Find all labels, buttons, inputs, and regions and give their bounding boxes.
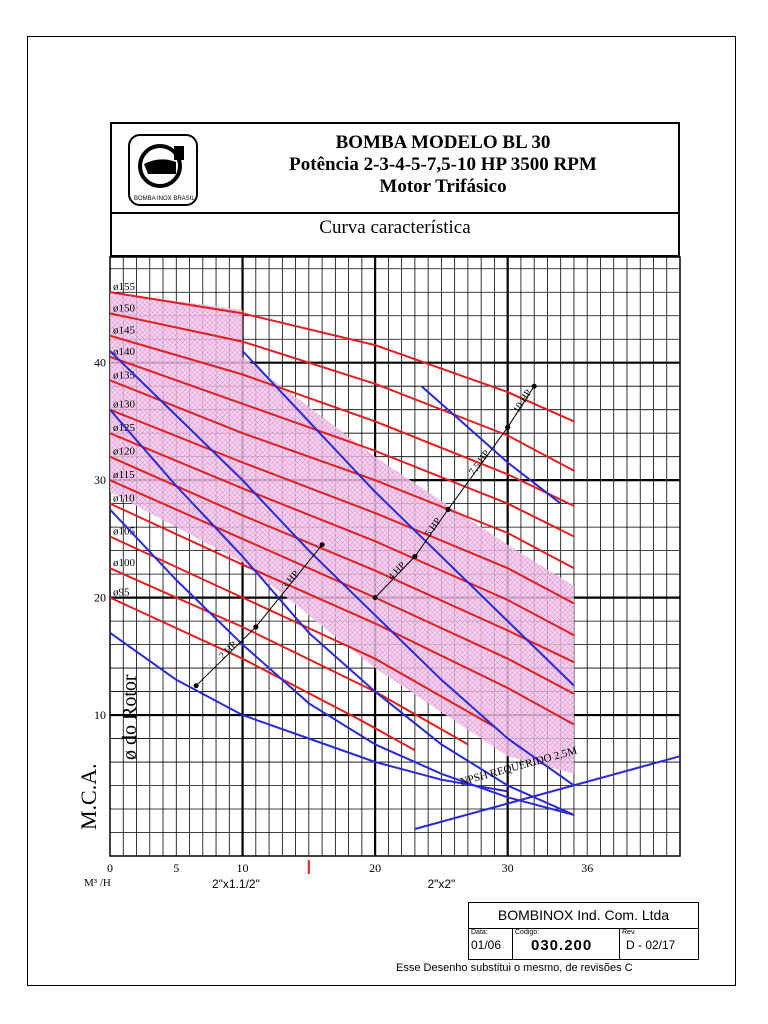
title-line-1: BOMBA MODELO BL 30 [335, 132, 551, 153]
power-curve [109, 631, 508, 793]
power-curve [420, 385, 562, 505]
operating-region [110, 292, 574, 774]
rotor-curve [109, 596, 416, 752]
power-marker-line [374, 556, 416, 598]
title-line-2: Potência 2-3-4-5-7,5-10 HP 3500 RPM [289, 154, 597, 175]
y-tick-label: 10 [94, 708, 106, 722]
rotor-curve-label: ø125 [113, 422, 136, 434]
y-axis-label: M.C.A. [76, 763, 101, 830]
title-block-header: BOMBA INOX BRASIL BOMBA MODELO BL 30 Pot… [110, 122, 680, 214]
pipe-size-label: 2"x2" [427, 877, 455, 891]
revision-cell: Rev. D - 02/17 [620, 929, 698, 959]
power-marker-dot [412, 554, 418, 559]
x-unit-label: M³ /H [84, 877, 111, 889]
x-tick-label: 5 [173, 861, 179, 875]
date-label: Data: [471, 929, 488, 936]
y-tick-label: 20 [94, 591, 106, 605]
power-marker-label: 7,5 HP [467, 448, 492, 477]
revision-value: D - 02/17 [626, 938, 676, 952]
rotor-curve-label: ø110 [113, 493, 135, 505]
pump-logo-icon [138, 144, 184, 188]
rotor-curve-label: ø105 [113, 526, 136, 538]
rotor-curve-label: ø100 [113, 557, 136, 569]
rotor-curve-label: ø95 [113, 587, 130, 599]
rotor-curve [109, 567, 469, 746]
power-marker-line [195, 626, 257, 687]
plot-border [109, 256, 681, 857]
power-marker-dot [531, 383, 537, 389]
rotor-curve [109, 535, 495, 728]
rotor-curve [109, 455, 575, 664]
power-marker-dot [505, 424, 511, 430]
power-marker-line [507, 385, 535, 428]
power-marker-dot [372, 595, 378, 601]
drawing-frame [27, 36, 736, 986]
x-tick-label: 0 [107, 861, 113, 875]
npsh-curve [414, 755, 681, 830]
logo-text: BOMBA INOX BRASIL [134, 196, 195, 202]
power-curve [109, 350, 575, 787]
rotor-curve-label: ø135 [113, 369, 136, 381]
rotor-curve [109, 502, 575, 726]
power-curve [109, 508, 575, 816]
revision-note: Esse Desenho substitui o mesmo, de revis… [396, 962, 633, 974]
power-curve [241, 350, 575, 687]
power-marker-dot [193, 683, 199, 689]
rotor-curve [109, 355, 575, 538]
title-line-3: Motor Trifásico [379, 176, 507, 197]
power-marker-dot [253, 624, 259, 630]
power-marker-dot [319, 542, 325, 548]
x-tick-label: 10 [237, 861, 249, 875]
y-tick-label: 30 [94, 473, 106, 487]
rotor-curve [109, 432, 575, 637]
rotor-curve [109, 379, 575, 570]
rotor-curve [109, 334, 575, 507]
rotor-curve [109, 291, 575, 423]
company-name: BOMBINOX Ind. Com. Ltda [469, 903, 698, 929]
power-curve [109, 409, 575, 816]
rotor-curve-label: ø130 [113, 399, 136, 411]
power-marker-dot [445, 507, 451, 513]
date-cell: Data: 01/06 [469, 929, 513, 959]
rotor-curve [109, 312, 575, 472]
x-tick-label: 30 [502, 861, 514, 875]
rotor-curve-label: ø155 [113, 281, 136, 293]
chart-title: BOMBA MODELO BL 30 Potência 2-3-4-5-7,5-… [208, 132, 678, 198]
power-marker-label: 2 HP [217, 639, 239, 661]
code-label: Codigo: [515, 929, 540, 936]
chart-subtitle: Curva característica [110, 212, 680, 257]
power-marker-line [447, 427, 509, 510]
rotor-curve-label: ø140 [113, 346, 136, 358]
revision-label: Rev. [622, 929, 636, 936]
power-marker-line [414, 509, 449, 557]
rotor-curve [109, 408, 575, 605]
power-marker-line [255, 544, 323, 628]
code-value: 030.200 [531, 937, 593, 954]
company-logo: BOMBA INOX BRASIL [128, 134, 198, 206]
code-cell: Codigo: 030.200 [513, 929, 620, 959]
rotor-curve-label: ø145 [113, 325, 136, 337]
pipe-size-label: 2"x1.1/2" [212, 877, 260, 891]
y-tick-label: 40 [94, 356, 106, 370]
x-tick-label: 20 [369, 861, 381, 875]
rotor-axis-label: ø do Rotor [119, 674, 141, 760]
rotor-curve-label: ø120 [113, 446, 136, 458]
x-tick-label: 36 [581, 861, 593, 875]
date-value: 01/06 [471, 938, 502, 952]
rotor-curve-label: ø150 [113, 302, 136, 314]
drawing-title-box: BOMBINOX Ind. Com. Ltda Data: 01/06 Codi… [468, 902, 699, 960]
rotor-curve-label: ø115 [113, 469, 135, 481]
